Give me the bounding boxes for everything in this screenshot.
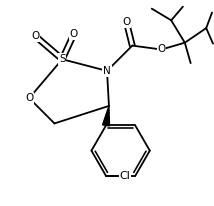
Polygon shape	[103, 106, 110, 126]
Text: Cl: Cl	[120, 171, 131, 181]
Text: O: O	[25, 93, 33, 103]
Text: O: O	[122, 17, 131, 27]
Text: O: O	[70, 29, 78, 39]
Text: N: N	[103, 66, 111, 76]
Text: S: S	[59, 54, 65, 64]
Text: O: O	[157, 44, 166, 55]
Text: O: O	[31, 31, 39, 41]
